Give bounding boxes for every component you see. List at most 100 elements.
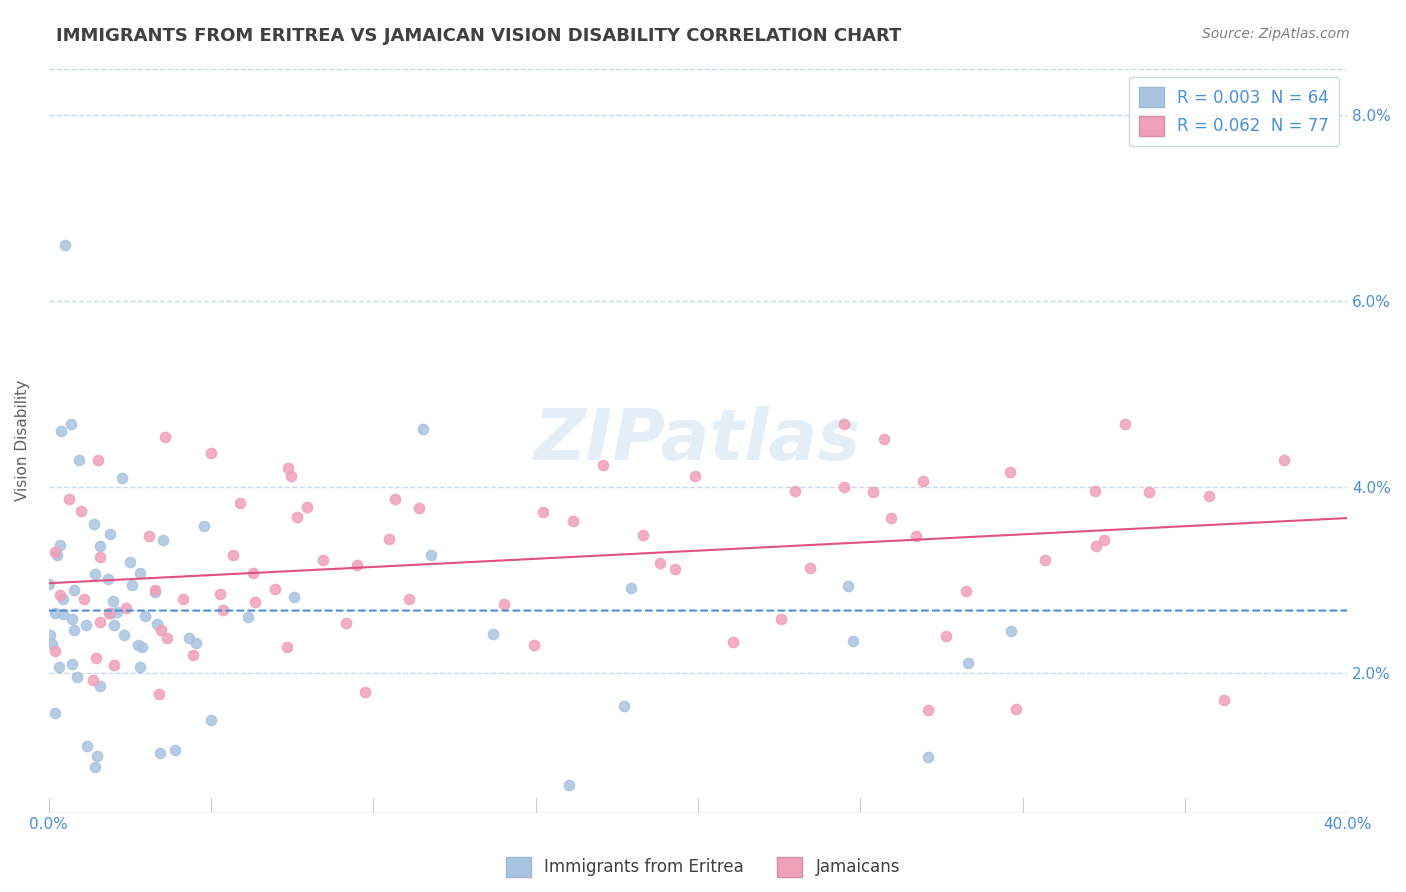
Point xyxy=(62,582,84,597)
Point xyxy=(200,446,222,460)
Point xyxy=(222,548,245,562)
Point xyxy=(398,591,420,606)
Point xyxy=(89,679,111,693)
Point xyxy=(148,687,170,701)
Point xyxy=(917,749,939,764)
Point xyxy=(66,670,89,684)
Point xyxy=(769,612,792,626)
Point xyxy=(103,657,125,672)
Point xyxy=(683,469,706,483)
Point xyxy=(52,592,75,607)
Point xyxy=(97,572,120,586)
Point xyxy=(242,566,264,580)
Point xyxy=(955,583,977,598)
Point xyxy=(138,529,160,543)
Point xyxy=(912,475,935,489)
Text: IMMIGRANTS FROM ERITREA VS JAMAICAN VISION DISABILITY CORRELATION CHART: IMMIGRANTS FROM ERITREA VS JAMAICAN VISI… xyxy=(56,27,901,45)
Point xyxy=(346,558,368,572)
Point xyxy=(783,484,806,499)
Point xyxy=(39,628,62,642)
Point xyxy=(44,606,66,620)
Point xyxy=(86,651,108,665)
Point xyxy=(184,636,207,650)
Point xyxy=(60,417,83,432)
Point xyxy=(285,509,308,524)
Point xyxy=(127,638,149,652)
Point xyxy=(67,453,90,467)
Point xyxy=(131,640,153,655)
Point xyxy=(110,471,132,485)
Point xyxy=(295,500,318,514)
Point xyxy=(408,501,430,516)
Point xyxy=(156,631,179,645)
Point xyxy=(1272,452,1295,467)
Point xyxy=(105,605,128,619)
Y-axis label: Vision Disability: Vision Disability xyxy=(15,380,30,501)
Point xyxy=(904,528,927,542)
Point xyxy=(799,561,821,575)
Point xyxy=(494,597,516,611)
Point xyxy=(115,601,138,615)
Point xyxy=(384,491,406,506)
Point xyxy=(60,657,83,671)
Point xyxy=(153,430,176,444)
Point xyxy=(146,617,169,632)
Point xyxy=(935,629,957,643)
Point xyxy=(193,518,215,533)
Point xyxy=(89,550,111,565)
Legend: R = 0.003  N = 64, R = 0.062  N = 77: R = 0.003 N = 64, R = 0.062 N = 77 xyxy=(1129,77,1339,146)
Point xyxy=(89,540,111,554)
Point xyxy=(100,606,122,620)
Legend: Immigrants from Eritrea, Jamaicans: Immigrants from Eritrea, Jamaicans xyxy=(499,850,907,884)
Point xyxy=(837,579,859,593)
Point xyxy=(531,505,554,519)
Point xyxy=(121,577,143,591)
Point xyxy=(44,644,66,658)
Point xyxy=(619,581,641,595)
Point xyxy=(1084,483,1107,498)
Point xyxy=(832,417,855,432)
Point xyxy=(917,703,939,717)
Point xyxy=(163,743,186,757)
Point xyxy=(1004,701,1026,715)
Point xyxy=(52,607,75,621)
Point xyxy=(420,549,443,563)
Point xyxy=(1137,485,1160,500)
Point xyxy=(1212,693,1234,707)
Point xyxy=(879,510,901,524)
Point xyxy=(412,422,434,436)
Point xyxy=(49,538,72,552)
Point xyxy=(276,640,298,655)
Point xyxy=(69,503,91,517)
Point xyxy=(63,623,86,637)
Point xyxy=(236,610,259,624)
Point xyxy=(101,594,124,608)
Point xyxy=(280,469,302,483)
Point xyxy=(277,461,299,475)
Point xyxy=(89,615,111,629)
Point xyxy=(98,527,121,541)
Point xyxy=(82,673,104,687)
Point xyxy=(129,566,152,580)
Point xyxy=(200,713,222,727)
Point xyxy=(143,583,166,598)
Point xyxy=(98,607,121,621)
Point xyxy=(112,628,135,642)
Point xyxy=(172,592,194,607)
Point xyxy=(181,648,204,663)
Point xyxy=(41,637,63,651)
Point xyxy=(143,584,166,599)
Point xyxy=(60,612,83,626)
Point xyxy=(1035,553,1057,567)
Point xyxy=(84,566,107,581)
Point xyxy=(377,533,399,547)
Point xyxy=(149,623,172,637)
Point xyxy=(558,778,581,792)
Point xyxy=(631,527,654,541)
Point xyxy=(120,555,142,569)
Point xyxy=(592,458,614,472)
Point xyxy=(75,617,97,632)
Text: ZIPatlas: ZIPatlas xyxy=(534,406,862,475)
Point xyxy=(49,588,72,602)
Point xyxy=(482,627,505,641)
